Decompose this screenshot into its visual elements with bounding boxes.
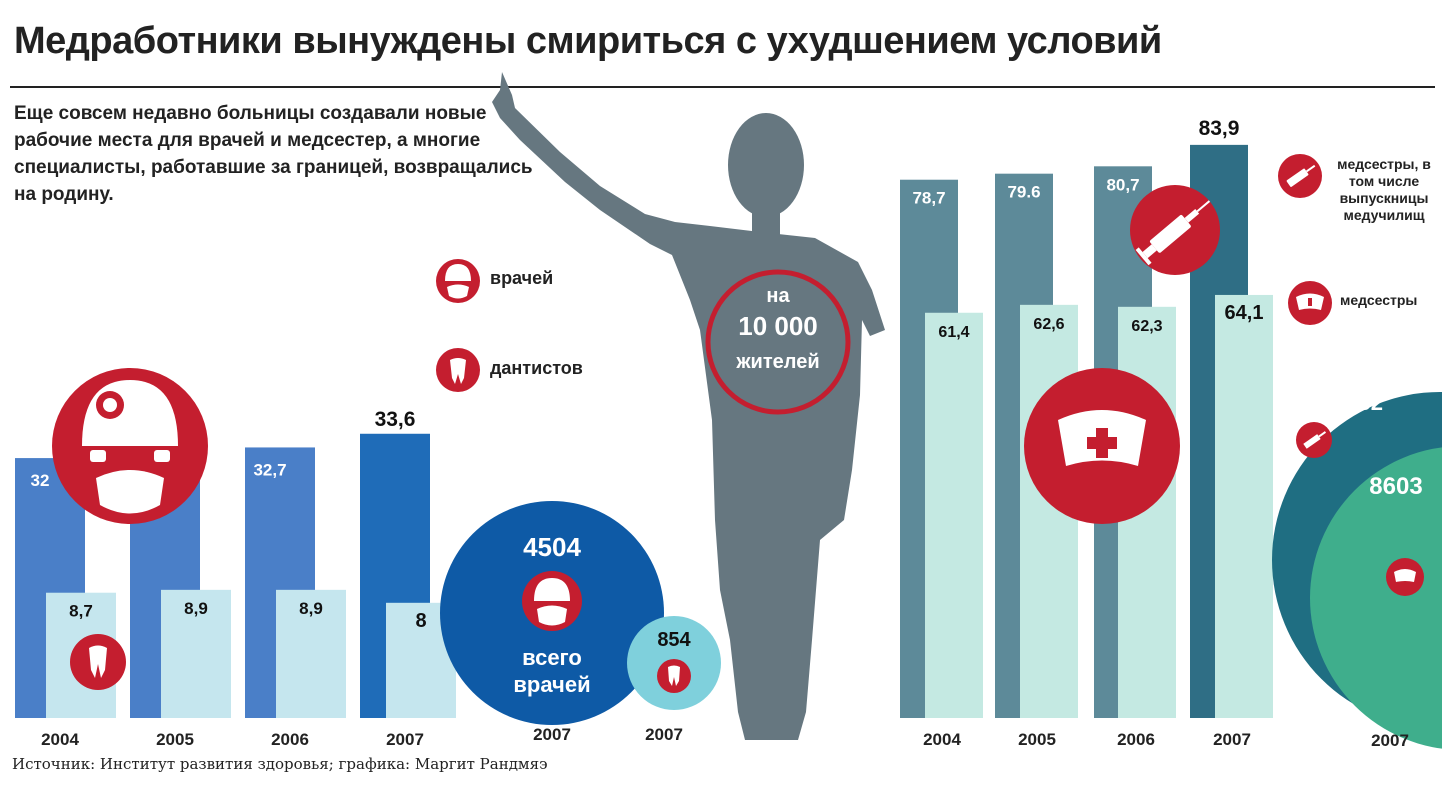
label-doctors-2007: 33,6 [375, 408, 416, 431]
bar-nurses-2007 [1215, 294, 1273, 718]
label-doctors-2006: 32,7 [253, 460, 286, 479]
legend-syringe-icon [1278, 154, 1322, 198]
xtick-chart2-2005: 2005 [1018, 730, 1056, 749]
total-doctors-year: 2007 [533, 725, 571, 744]
syringe-icon-large [1130, 185, 1220, 275]
legend-doctor-icon [436, 259, 480, 303]
legend-tooth-icon [436, 348, 480, 392]
label-nurses-incl-2004: 78,7 [912, 189, 945, 208]
label-nurses-2007: 64,1 [1225, 302, 1264, 324]
bar-dentists-2006 [276, 589, 346, 718]
label-dentists-2006: 8,9 [299, 599, 323, 618]
total-nurses-incl-value: 11 252 [1317, 390, 1383, 415]
total-dentists-year: 2007 [645, 725, 683, 744]
center-label-line1: на [766, 285, 790, 307]
label-nurses-incl-2007: 83,9 [1199, 117, 1240, 140]
xtick-chart1-2007: 2007 [386, 730, 424, 749]
total-nurses-syringe-icon [1296, 422, 1332, 458]
tooth-icon-small [70, 634, 126, 690]
title-divider [10, 86, 1435, 88]
xtick-chart1-2005: 2005 [156, 730, 194, 749]
xtick-chart1-2004: 2004 [41, 730, 79, 749]
legend-doctors-label: врачей [490, 268, 554, 288]
total-nurses-circles [1272, 392, 1442, 749]
label-nurses-2006: 62,3 [1131, 318, 1162, 335]
total-dentists-icon [657, 659, 691, 693]
label-nurses-incl-2005: 79.6 [1007, 183, 1040, 202]
page-title: Медработники вынуждены смириться с ухудш… [14, 20, 1162, 62]
total-dentists-value: 854 [657, 629, 691, 651]
doctor-icon-large [52, 368, 208, 524]
source-note: Источник: Институт развития здоровья; гр… [12, 755, 548, 773]
label-dentists-2007: 8 [415, 610, 426, 632]
legend-nurses-label: медсестры [1340, 292, 1418, 308]
label-nurses-2005: 62,6 [1033, 316, 1064, 333]
total-doctors-label-2: врачей [513, 672, 590, 697]
label-nurses-2004: 61,4 [938, 324, 969, 341]
xtick-chart1-2006: 2006 [271, 730, 309, 749]
bar-dentists-2005 [161, 589, 231, 718]
label-doctors-2004: 32 [31, 471, 50, 490]
total-nurses-value: 8603 [1369, 473, 1422, 500]
total-doctors-label-1: всего [522, 645, 582, 670]
total-nurses-cap-icon [1386, 558, 1424, 596]
total-nurses-year: 2007 [1371, 731, 1409, 750]
person-silhouette [492, 72, 885, 740]
center-label-line2: 10 000 [738, 311, 818, 341]
intro-text: Еще совсем недавно больницы создава­ли н… [14, 103, 533, 205]
label-nurses-incl-2006: 80,7 [1106, 175, 1139, 194]
per-10000-circle [705, 269, 851, 415]
legend-nurses-incl-label: медсестры, в том числе выпускницы медучи… [1337, 156, 1431, 223]
label-dentists-2005: 8,9 [184, 599, 208, 618]
legend-dentists-label: дантистов [490, 358, 583, 378]
total-doctors-icon [522, 571, 582, 631]
xtick-chart2-2006: 2006 [1117, 730, 1155, 749]
xtick-chart2-2004: 2004 [923, 730, 961, 749]
bar-nurses-2004 [925, 312, 983, 718]
label-dentists-2004: 8,7 [69, 602, 93, 621]
center-label-line3: жителей [735, 351, 819, 373]
legend-nurse-cap-icon [1288, 281, 1332, 325]
nurse-cap-icon-large [1024, 368, 1180, 524]
xtick-chart2-2007: 2007 [1213, 730, 1251, 749]
total-doctors-value: 4504 [523, 532, 581, 562]
